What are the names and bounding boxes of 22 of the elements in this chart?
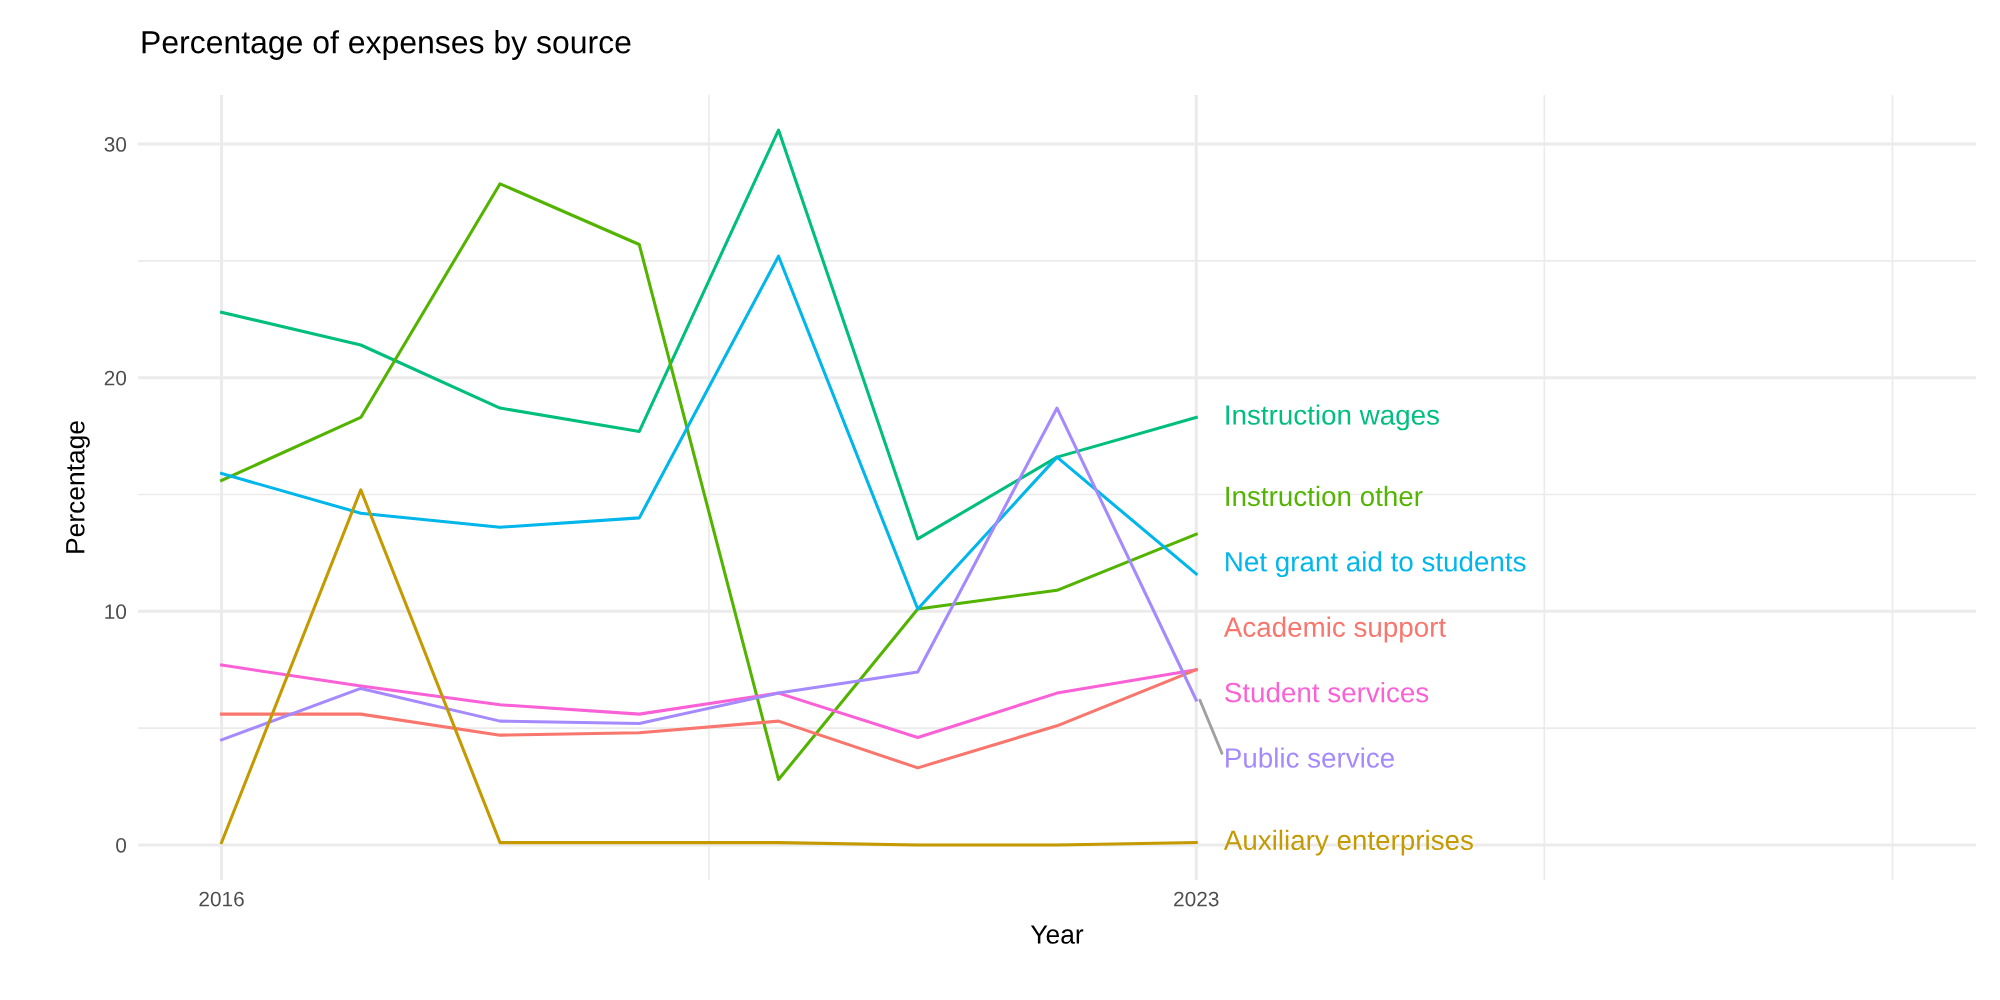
y-axis-title: Percentage [66,421,90,553]
line-series [220,182,1198,782]
y-tick-label: 30 [104,137,127,152]
y-tick-label: 20 [104,370,127,386]
series-label: Net grant aid to students [1226,551,1526,578]
x-tick-label: 2023 [1174,891,1219,907]
series-label: Student services [1225,682,1429,703]
series-label: Instruction wages [1226,404,1439,431]
line-series [220,406,1198,742]
y-tick-label: 10 [105,604,127,620]
line-series [220,254,1198,611]
x-tick-label: 2016 [199,891,244,907]
y-tick-label: 0 [116,837,127,853]
line-series [220,663,1198,740]
series-label: Academic support [1223,616,1446,643]
line-series [220,128,1198,541]
series-label: Auxiliary enterprises [1223,829,1473,856]
x-axis-title: Year [1030,925,1084,944]
series-label: Instruction other [1226,485,1423,507]
text: Public service [1226,747,1394,768]
chart-title: Percentage of expenses by source [142,30,631,60]
line-series [220,668,1198,770]
